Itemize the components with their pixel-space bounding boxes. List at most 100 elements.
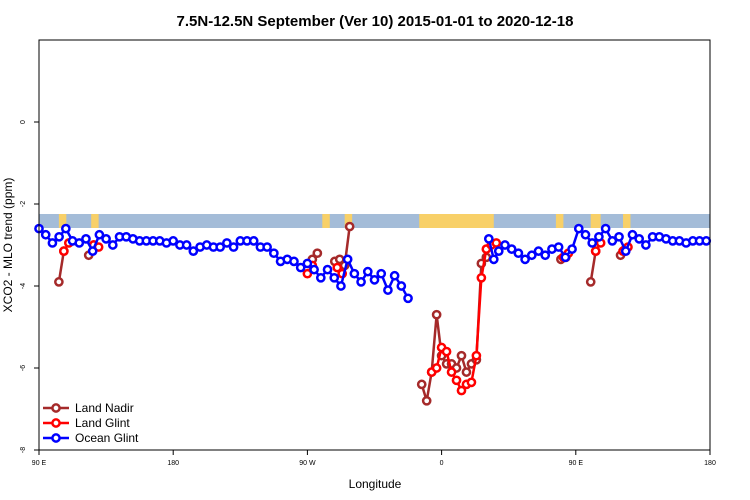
ocean-glint-point: [228, 242, 239, 252]
land-nadir-point: [344, 221, 355, 232]
ocean-glint-point: [188, 246, 199, 256]
ocean-glint-point: [500, 240, 510, 250]
ocean-glint-point: [580, 229, 591, 240]
ocean-glint-point: [342, 254, 353, 265]
ocean-glint-point: [483, 234, 494, 244]
axes: 90 E 180 90 W 0 90 E 180 0 -2 -4 -6 -8: [20, 120, 716, 467]
ocean-glint-point: [540, 250, 551, 261]
ocean-glint-point: [356, 277, 366, 287]
land-band: [322, 214, 330, 228]
ocean-glint-point: [289, 256, 299, 267]
ocean-glint-series: [34, 223, 712, 304]
ocean-glint-point: [54, 231, 64, 242]
ocean-glint-point: [94, 229, 105, 240]
y-tick-label: -2: [20, 201, 27, 207]
land-nadir-line: [589, 250, 597, 283]
ocean-glint-point: [634, 234, 645, 244]
land-glint-point: [451, 375, 462, 386]
ocean-glint-point: [87, 246, 98, 256]
land-glint-point: [491, 238, 502, 248]
ocean-glint-point: [526, 250, 537, 261]
land-glint-point: [332, 262, 343, 273]
ocean-glint-point: [560, 252, 571, 263]
ocean-glint-point: [309, 264, 319, 275]
land-band: [419, 214, 494, 228]
land-nadir-point: [312, 248, 323, 259]
land-glint-point: [431, 363, 442, 373]
land-glint-point: [471, 350, 482, 361]
ocean-glint-line: [38, 226, 410, 299]
land-glint-point: [441, 346, 452, 357]
land-glint-point: [456, 385, 467, 396]
ocean-glint-point: [369, 275, 380, 285]
land-band: [555, 214, 564, 228]
y-tick-label: -4: [20, 283, 27, 289]
x-tick-label: 180: [167, 460, 179, 467]
ocean-glint-point: [383, 285, 393, 295]
ocean-glint-point: [248, 236, 259, 246]
ocean-glint-point: [295, 262, 306, 273]
ocean-glint-point: [627, 229, 638, 240]
ocean-glint-point: [47, 238, 58, 248]
plot-frame: [38, 39, 711, 451]
ocean-glint-point: [81, 234, 91, 244]
x-tick-label: 90 W: [299, 460, 316, 467]
land-band: [58, 214, 67, 228]
ocean-glint-point: [302, 258, 313, 269]
land-nadir-point: [416, 379, 427, 390]
ocean-glint-point: [573, 223, 584, 234]
land-nadir-point: [585, 277, 596, 287]
ocean-glint-point: [107, 240, 118, 250]
land-nadir-point: [456, 350, 467, 361]
ocean-glint-point: [269, 248, 279, 259]
ocean-glint-point: [513, 248, 524, 259]
ocean-glint-point: [181, 240, 192, 250]
land-ocean-band: [39, 214, 710, 228]
legend-label-ocean-glint: Ocean Glint: [75, 431, 139, 445]
ocean-glint-point: [403, 293, 413, 304]
ocean-glint-point: [336, 281, 346, 291]
x-tick-label: 0: [440, 460, 444, 467]
ocean-glint-point: [262, 242, 272, 252]
land-band: [344, 214, 353, 228]
ocean-glint-point: [641, 240, 651, 250]
ocean-glint-point: [315, 272, 326, 283]
y-tick-label: -8: [20, 447, 27, 453]
land-glint-point: [302, 268, 313, 279]
ocean-glint-point: [488, 254, 499, 265]
y-tick-label: -6: [20, 365, 27, 371]
ocean-glint-point: [520, 254, 530, 265]
ocean-glint-point: [168, 236, 179, 246]
x-tick-label: 90 E: [569, 460, 584, 467]
land-band: [91, 214, 99, 228]
ocean-glint-point: [362, 266, 373, 277]
ocean-glint-point: [614, 231, 624, 242]
ocean-glint-point: [40, 229, 51, 240]
legend-marker-land-glint: [51, 418, 61, 428]
ocean-glint-point: [607, 236, 618, 246]
land-nadir-point: [431, 309, 442, 320]
x-tick-label: 90 E: [32, 460, 47, 467]
x-axis-label: Longitude: [349, 477, 402, 491]
ocean-glint-point: [587, 238, 598, 248]
land-band: [623, 214, 631, 228]
ocean-glint-point: [215, 242, 226, 252]
y-axis-label: XCO2 - MLO trend (ppm): [1, 178, 15, 313]
ocean-glint-point: [60, 223, 71, 234]
land-glint-point: [590, 246, 601, 256]
land-nadir-line: [57, 250, 66, 283]
land-nadir-point: [421, 395, 432, 406]
land-band: [590, 214, 601, 228]
ocean-band: [39, 214, 710, 228]
ocean-glint-point: [553, 242, 564, 252]
land-glint-point: [466, 377, 477, 388]
legend-label-land-glint: Land Glint: [75, 416, 130, 430]
land-nadir-point: [54, 277, 64, 287]
ocean-glint-point: [222, 238, 232, 248]
ocean-glint-point: [329, 272, 340, 283]
land-glint-point: [446, 367, 457, 377]
series-layer: [34, 221, 712, 406]
ocean-glint-point: [376, 268, 387, 279]
chart-title: 7.5N-12.5N September (Ver 10) 2015-01-01…: [177, 13, 574, 30]
